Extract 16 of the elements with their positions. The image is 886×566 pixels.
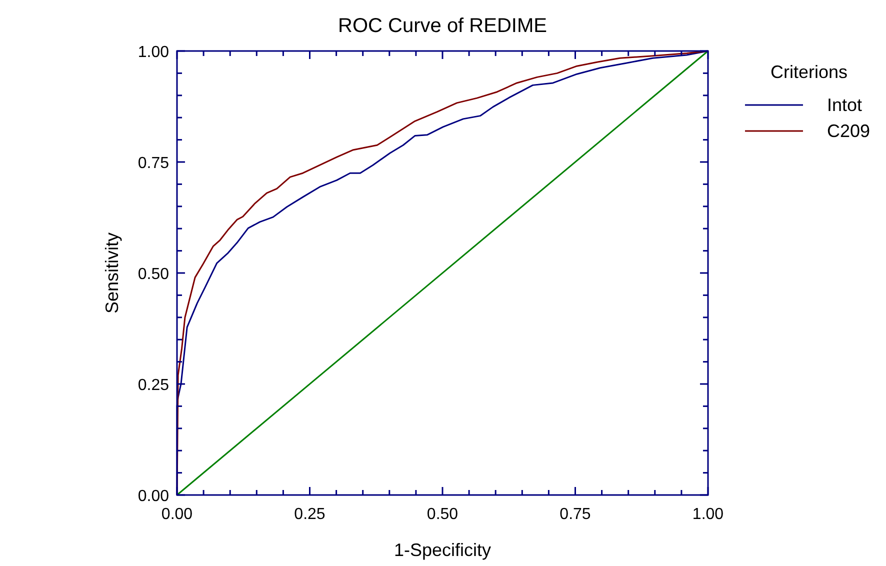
legend-label: Intot (827, 95, 862, 115)
x-axis-title: 1-Specificity (394, 540, 492, 560)
chart-title: ROC Curve of REDIME (338, 15, 547, 37)
y-tick-label: 0.50 (138, 266, 170, 283)
y-tick-label: 0.00 (138, 488, 170, 505)
legend-title: Criterions (770, 62, 848, 82)
y-axis-title: Sensitivity (102, 232, 122, 314)
x-tick-label: 1.00 (692, 506, 724, 523)
y-tick-label: 0.25 (138, 377, 170, 394)
x-tick-label: 0.75 (560, 506, 591, 523)
x-tick-label: 0.50 (426, 506, 458, 523)
y-tick-label: 0.75 (138, 155, 170, 172)
x-tick-label: 0.25 (294, 506, 326, 523)
legend-label: C209 (827, 121, 870, 141)
x-tick-label: 0.00 (161, 506, 193, 523)
y-tick-label: 1.00 (138, 44, 170, 61)
